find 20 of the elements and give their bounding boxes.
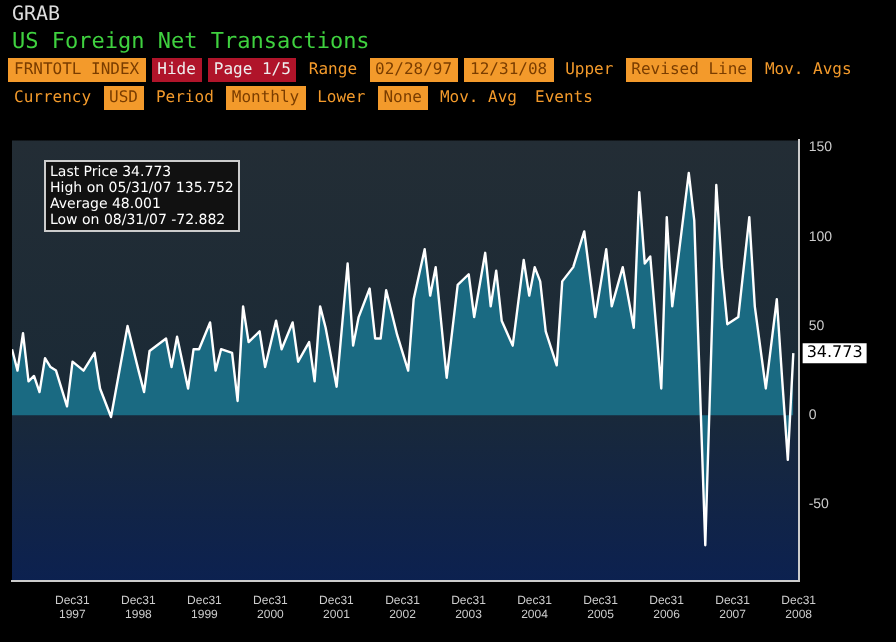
chart-title: US Foreign Net Transactions bbox=[12, 28, 370, 54]
text: 12/31/08 bbox=[464, 58, 554, 82]
text: Range bbox=[306, 58, 360, 82]
text: None bbox=[377, 86, 428, 110]
annotation: 34.773 bbox=[806, 343, 863, 362]
text: Lower bbox=[315, 86, 368, 110]
text: FRNTOTL INDEX bbox=[8, 58, 146, 82]
text: Revised Line bbox=[625, 58, 753, 82]
text: Mov. Avgs bbox=[762, 58, 854, 82]
text: Mov. Avg bbox=[437, 86, 519, 110]
text: Currency bbox=[12, 86, 94, 110]
text: Hide bbox=[151, 58, 202, 82]
text: Monthly bbox=[225, 86, 306, 110]
text: Events bbox=[533, 86, 595, 110]
text: 02/28/97 bbox=[369, 58, 459, 82]
text: Upper bbox=[563, 58, 616, 82]
text: Page 1/5 bbox=[207, 58, 297, 82]
text: Period bbox=[153, 86, 216, 110]
text: GRAB bbox=[12, 4, 61, 26]
text: USD bbox=[103, 86, 144, 110]
